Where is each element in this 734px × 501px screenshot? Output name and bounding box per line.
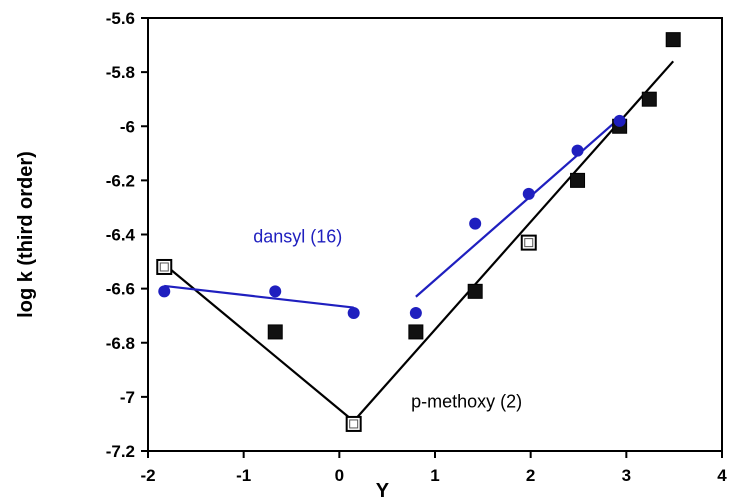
- x-tick-label: 2: [526, 466, 535, 485]
- circle-marker: [347, 306, 360, 319]
- p-methoxy-label: p-methoxy (2): [411, 392, 522, 412]
- x-tick-label: 4: [717, 466, 727, 485]
- y-tick-label: -6.4: [106, 226, 136, 245]
- circle-marker: [409, 306, 422, 319]
- open-square-marker: [345, 415, 362, 432]
- circle-marker: [613, 114, 626, 127]
- circle-marker: [571, 144, 584, 157]
- y-tick-label: -6.2: [106, 171, 135, 190]
- y-tick-label: -7: [120, 388, 135, 407]
- open-square-marker: [520, 234, 537, 251]
- y-tick-label: -5.8: [106, 63, 135, 82]
- filled-square-marker: [408, 324, 424, 340]
- x-tick-label: -2: [140, 466, 155, 485]
- filled-square-marker: [641, 91, 657, 107]
- x-tick-label: -1: [236, 466, 251, 485]
- filled-square-marker: [570, 172, 586, 188]
- y-tick-label: -6: [120, 117, 135, 136]
- fit-line: [164, 284, 354, 309]
- circle-marker: [269, 285, 282, 298]
- y-axis-title: log k (third order): [15, 151, 37, 318]
- open-square-marker-inner: [524, 238, 534, 248]
- fit-line: [415, 117, 621, 298]
- circle-marker: [522, 187, 535, 200]
- x-tick-label: 1: [430, 466, 439, 485]
- open-square-marker: [156, 258, 173, 275]
- open-square-marker-inner: [349, 419, 359, 429]
- filled-square-marker: [267, 324, 283, 340]
- circle-marker: [469, 217, 482, 230]
- x-tick-label: 0: [335, 466, 344, 485]
- y-tick-label: -6.6: [106, 280, 135, 299]
- filled-square-marker: [467, 283, 483, 299]
- plot-frame: [147, 17, 723, 452]
- y-tick-label: -7.2: [106, 442, 135, 461]
- fit-line: [352, 60, 675, 422]
- y-tick-label: -6.8: [106, 334, 135, 353]
- x-axis-title: Y: [376, 480, 390, 501]
- dansyl-label: dansyl (16): [253, 227, 342, 247]
- circle-marker: [158, 285, 171, 298]
- fit-line: [163, 263, 355, 423]
- y-tick-label: -5.6: [106, 9, 135, 28]
- x-tick-label: 3: [622, 466, 631, 485]
- open-square-marker-inner: [159, 262, 169, 272]
- filled-square-marker: [665, 32, 681, 48]
